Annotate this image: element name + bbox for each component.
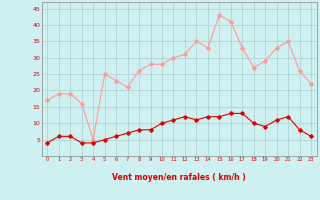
X-axis label: Vent moyen/en rafales ( km/h ): Vent moyen/en rafales ( km/h ) xyxy=(112,174,246,182)
